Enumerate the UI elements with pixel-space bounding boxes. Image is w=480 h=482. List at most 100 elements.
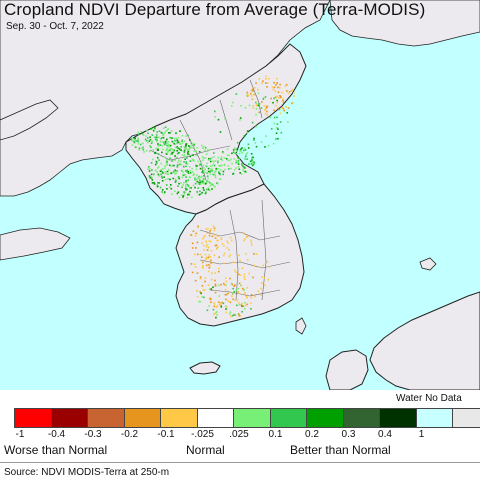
ndvi-pixel [217, 161, 219, 164]
ndvi-pixel [186, 171, 188, 173]
ndvi-pixel [230, 282, 233, 285]
ndvi-pixel [285, 83, 288, 86]
ndvi-pixel [252, 276, 254, 279]
ndvi-pixel [261, 101, 263, 103]
ndvi-pixel [240, 148, 242, 151]
ndvi-pixel [200, 180, 202, 183]
ndvi-pixel [182, 196, 184, 198]
ndvi-pixel [248, 163, 250, 165]
ndvi-pixel [154, 152, 156, 154]
ndvi-pixel [214, 285, 217, 287]
ndvi-pixel [282, 101, 285, 103]
ndvi-pixel [199, 276, 202, 278]
ndvi-pixel [183, 193, 185, 195]
ndvi-pixel [260, 141, 263, 143]
ndvi-pixel [160, 173, 162, 176]
ndvi-pixel [213, 160, 215, 163]
ndvi-pixel [209, 230, 211, 232]
ndvi-pixel [291, 88, 294, 91]
ndvi-pixel [178, 159, 180, 162]
ndvi-pixel [212, 286, 214, 288]
ndvi-pixel [287, 107, 290, 109]
ndvi-pixel [202, 145, 205, 148]
ndvi-pixel [220, 156, 223, 158]
ndvi-pixel [266, 261, 269, 263]
ndvi-pixel [244, 307, 246, 310]
ndvi-pixel [260, 107, 263, 109]
ndvi-pixel [157, 144, 160, 147]
ndvi-pixel [238, 304, 241, 306]
ndvi-pixel [212, 163, 215, 165]
ndvi-pixel [164, 140, 167, 143]
ndvi-pixel [205, 256, 207, 259]
ndvi-pixel [162, 134, 164, 137]
ndvi-pixel [234, 299, 237, 301]
ndvi-pixel [223, 163, 226, 166]
ndvi-pixel [290, 89, 293, 92]
ndvi-pixel [189, 155, 192, 158]
ndvi-pixel [165, 162, 168, 164]
ndvi-pixel [179, 148, 181, 151]
ndvi-pixel [258, 103, 261, 105]
ndvi-pixel [174, 169, 176, 172]
ndvi-pixel [209, 256, 211, 258]
ndvi-pixel [199, 253, 202, 256]
ndvi-pixel [185, 144, 187, 146]
ndvi-pixel [154, 127, 156, 129]
ndvi-pixel [250, 294, 253, 296]
ndvi-pixel [189, 139, 191, 141]
legend-swatch [452, 408, 480, 428]
ndvi-pixel [174, 173, 176, 175]
ndvi-pixel [178, 182, 180, 185]
ndvi-pixel [150, 128, 152, 130]
legend-swatch [196, 408, 233, 428]
ndvi-pixel [257, 92, 260, 95]
ndvi-pixel [191, 242, 194, 245]
ndvi-pixel [185, 170, 187, 172]
ndvi-pixel [214, 291, 217, 294]
ndvi-pixel [293, 92, 295, 94]
ndvi-pixel [233, 290, 236, 293]
ndvi-pixel [194, 176, 196, 179]
ndvi-pixel [138, 149, 140, 151]
ndvi-pixel [204, 183, 207, 185]
ndvi-pixel [207, 177, 209, 180]
ndvi-pixel [211, 272, 213, 275]
ndvi-pixel [176, 146, 178, 148]
ndvi-pixel [182, 195, 185, 197]
caption-worse: Worse than Normal [4, 443, 108, 457]
ndvi-pixel [149, 145, 151, 147]
ndvi-pixel [209, 189, 211, 192]
ndvi-pixel [151, 169, 153, 171]
ndvi-pixel [223, 252, 226, 255]
ndvi-pixel [244, 149, 247, 151]
ndvi-pixel [262, 80, 264, 82]
ndvi-pixel [195, 178, 198, 181]
ndvi-pixel [258, 78, 261, 80]
ndvi-pixel [139, 143, 142, 146]
ndvi-pixel [196, 192, 199, 194]
ndvi-pixel [203, 175, 205, 177]
ndvi-pixel [206, 243, 209, 246]
ndvi-pixel [137, 137, 139, 139]
ndvi-pixel [260, 287, 262, 290]
ndvi-pixel [188, 148, 190, 151]
ndvi-pixel [263, 277, 266, 279]
ndvi-pixel [172, 151, 175, 154]
ndvi-pixel [196, 174, 198, 176]
source-note: Source: NDVI MODIS-Terra at 250-m [4, 467, 170, 478]
ndvi-pixel [214, 244, 217, 247]
ndvi-pixel [155, 134, 158, 136]
ndvi-pixel [176, 170, 178, 172]
ndvi-pixel [237, 156, 239, 159]
ndvi-pixel [199, 193, 202, 195]
ndvi-pixel [224, 117, 226, 120]
ndvi-pixel [238, 292, 241, 295]
date-range: Sep. 30 - Oct. 7, 2022 [6, 21, 104, 32]
ndvi-pixel [238, 168, 241, 170]
ndvi-pixel [222, 170, 225, 173]
ndvi-pixel [176, 164, 179, 167]
ndvi-pixel [176, 139, 178, 141]
ndvi-pixel [195, 154, 198, 157]
ndvi-pixel [159, 170, 162, 172]
